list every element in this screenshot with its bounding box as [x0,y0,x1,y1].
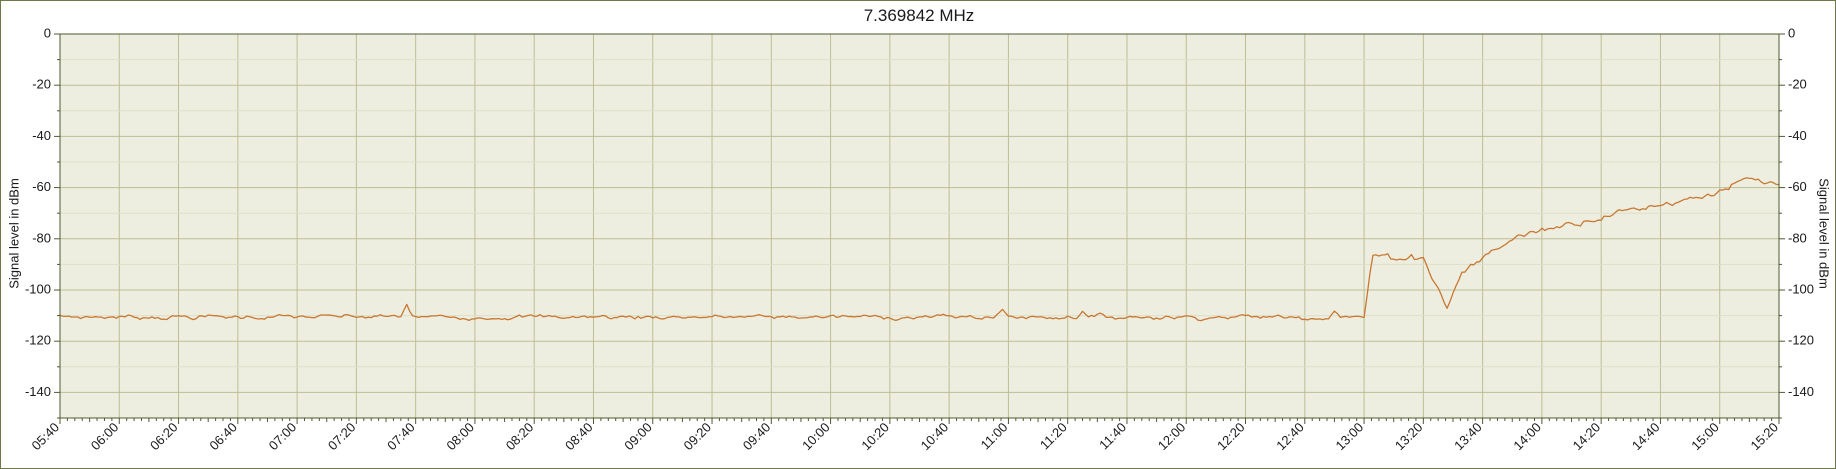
svg-text:14:40: 14:40 [1629,420,1663,454]
svg-text:08:00: 08:00 [443,420,477,454]
svg-text:-60: -60 [32,179,51,194]
svg-text:-140: -140 [1788,384,1814,399]
svg-text:10:40: 10:40 [918,420,952,454]
svg-text:12:40: 12:40 [1273,420,1307,454]
svg-text:12:20: 12:20 [1214,420,1248,454]
svg-text:-20: -20 [32,77,51,92]
svg-text:-20: -20 [1788,77,1807,92]
svg-text:-100: -100 [1788,282,1814,297]
svg-text:-140: -140 [25,384,51,399]
svg-text:11:00: 11:00 [978,420,1011,453]
svg-text:10:00: 10:00 [799,420,833,454]
svg-text:14:00: 14:00 [1510,420,1544,454]
svg-text:07:00: 07:00 [266,420,300,454]
svg-text:08:40: 08:40 [562,420,596,454]
svg-text:-100: -100 [25,282,51,297]
svg-text:12:00: 12:00 [1155,420,1189,454]
svg-text:-40: -40 [1788,128,1807,143]
svg-text:07:40: 07:40 [384,420,418,454]
svg-text:05:40: 05:40 [29,420,63,454]
svg-text:-40: -40 [32,128,51,143]
svg-text:-60: -60 [1788,179,1807,194]
svg-text:-120: -120 [25,333,51,348]
svg-text:09:00: 09:00 [621,420,655,454]
svg-text:11:40: 11:40 [1096,420,1129,453]
svg-text:-80: -80 [32,230,51,245]
svg-text:13:40: 13:40 [1451,420,1485,454]
svg-text:13:00: 13:00 [1333,420,1367,454]
svg-text:15:20: 15:20 [1748,420,1782,454]
svg-text:15:00: 15:00 [1688,420,1722,454]
svg-text:07:20: 07:20 [325,420,359,454]
svg-text:0: 0 [44,26,51,41]
svg-text:09:40: 09:40 [740,420,774,454]
svg-text:10:20: 10:20 [858,420,892,454]
svg-text:08:20: 08:20 [503,420,537,454]
svg-text:-80: -80 [1788,230,1807,245]
svg-text:14:20: 14:20 [1570,420,1604,454]
svg-text:09:20: 09:20 [681,420,715,454]
svg-text:06:40: 06:40 [206,420,240,454]
svg-text:-120: -120 [1788,333,1814,348]
svg-text:11:20: 11:20 [1037,420,1070,453]
svg-text:06:00: 06:00 [88,420,122,454]
svg-text:0: 0 [1788,26,1795,41]
svg-text:13:20: 13:20 [1392,420,1426,454]
svg-text:06:20: 06:20 [147,420,181,454]
